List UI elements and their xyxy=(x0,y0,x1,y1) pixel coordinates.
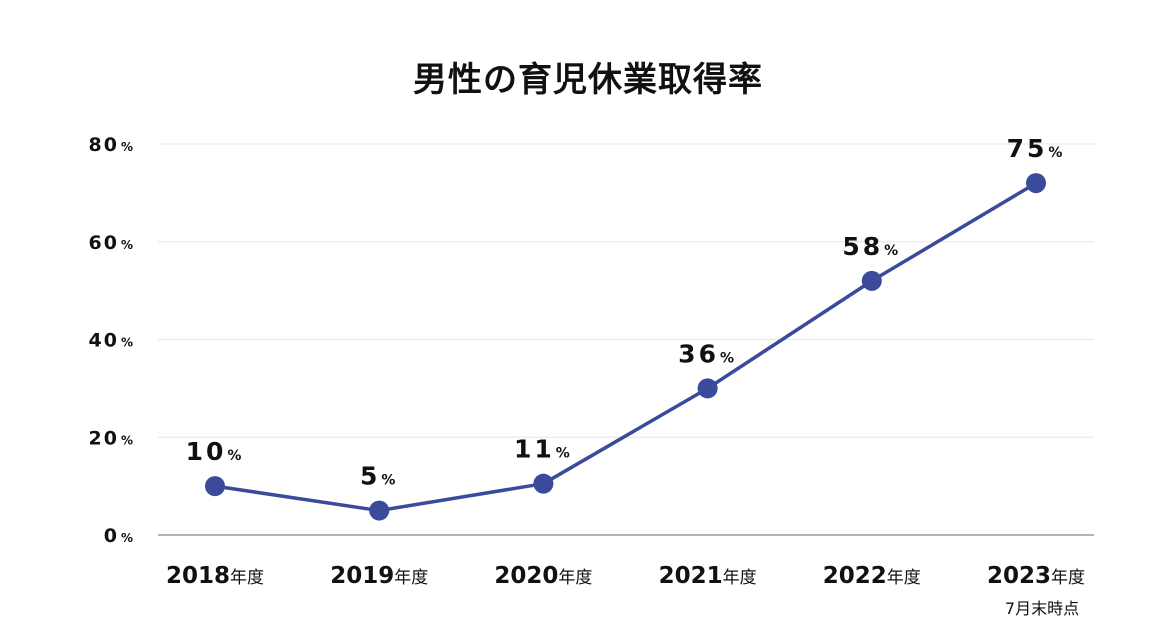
y-tick-label: 40% xyxy=(89,330,135,352)
x-tick-label: 2019年度 xyxy=(330,563,428,589)
data-label: 75% xyxy=(1007,134,1066,163)
chart-title: 男性の育児休業取得率 xyxy=(413,60,763,100)
series-line xyxy=(214,181,1037,513)
y-tick-label: 80% xyxy=(89,134,135,156)
y-tick-label: 20% xyxy=(89,427,135,449)
data-point xyxy=(1026,173,1046,194)
data-point xyxy=(697,378,718,399)
data-label: 5% xyxy=(360,462,398,491)
data-point xyxy=(369,500,390,521)
x-tick-label: 2021年度 xyxy=(659,563,757,589)
data-label: 11% xyxy=(514,435,573,464)
x-tick-label: 2022年度 xyxy=(823,563,921,589)
data-point xyxy=(861,270,882,291)
x-tick-label: 2023年度 xyxy=(987,563,1085,589)
data-label: 58% xyxy=(842,232,901,261)
data-label: 36% xyxy=(678,339,737,368)
y-tick-label: 60% xyxy=(89,232,135,254)
x-tick-label: 2018年度 xyxy=(166,563,264,589)
data-point xyxy=(205,476,225,497)
x-tick-note: 7月末時点 xyxy=(1005,599,1079,618)
y-tick-label: 0% xyxy=(104,525,135,547)
x-tick-label: 2020年度 xyxy=(494,563,592,589)
data-label: 10% xyxy=(186,437,245,466)
data-point xyxy=(533,473,554,494)
